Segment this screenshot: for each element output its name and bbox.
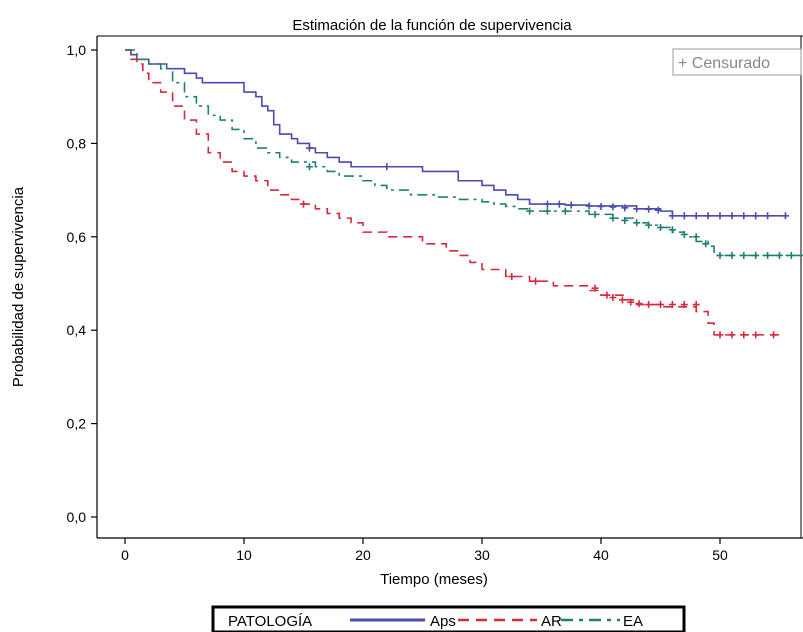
censor-mark-ea [657,223,664,231]
censor-mark-ar [680,301,688,309]
censor-mark-ea [752,251,760,259]
censor-mark-aps [543,200,551,208]
censor-mark-ar [618,296,626,304]
censor-legend-box [672,48,802,76]
censor-mark-ea [702,240,710,248]
x-tick-label: 50 [712,547,728,563]
censor-mark-ea [728,251,736,259]
x-axis-label: Tiempo (meses) [380,571,488,588]
censor-mark-aps [716,212,724,220]
censor-mark-aps [692,212,700,220]
censor-mark-aps [555,200,563,208]
censor-mark-ea [787,251,795,259]
y-tick-label: 0,4 [67,322,87,338]
censor-mark-ea [621,216,629,224]
censor-mark-ar [728,331,736,339]
censor-mark-aps [654,206,662,214]
legend-label-ea: EA [623,613,643,630]
censor-mark-ar [657,301,664,309]
censor-mark-aps [752,212,760,220]
legend-label-aps: Aps [430,613,456,630]
censor-mark-ea [645,221,653,229]
censor-mark-aps [704,212,712,220]
censor-mark-ar [635,300,643,308]
censor-mark-ar [740,331,748,339]
censor-mark-ea [680,230,688,238]
x-tick-label: 40 [593,547,609,563]
y-axis-ticks: 0,0 0,2 0,4 0,6 0,8 1,0 [67,42,97,525]
censor-mark-ar [603,291,611,299]
censor-mark-ea [561,207,569,215]
censor-mark-aps [668,212,676,220]
censor-mark-aps [781,212,789,220]
censor-mark-ea [633,219,641,227]
y-tick-label: 1,0 [67,42,87,58]
censor-mark-ea [668,226,676,234]
legend-label-ar: AR [541,613,562,630]
y-axis-label: Probabilidad de supervivencia [10,186,27,387]
censor-legend-label: + Censurado [678,55,770,72]
censor-legend: + Censurado [672,48,802,76]
x-tick-label: 20 [355,547,371,563]
legend-items: Aps AR EA [350,613,643,630]
censor-mark-ar [668,301,676,309]
x-tick-label: 10 [236,547,252,563]
censor-mark-ar [627,298,635,306]
legend: PATOLOGÍA Aps AR EA [211,605,686,632]
censor-mark-aps [728,212,736,220]
censor-mark-aps [740,212,748,220]
series-ea [125,49,803,259]
censor-mark-aps [383,163,391,171]
censor-mark-ea [526,207,534,215]
censor-mark-ar [300,200,307,208]
y-tick-label: 0,0 [67,509,87,525]
x-axis-ticks: 0 10 20 30 40 50 [121,538,728,563]
censor-mark-aps [585,202,593,210]
censor-mark-aps [633,205,641,213]
censor-mark-aps [567,201,575,209]
legend-box [211,605,686,632]
censor-mark-ar [508,272,516,280]
series-line-ea [125,49,803,257]
censor-mark-aps [597,202,605,210]
censor-mark-ea [609,214,617,222]
series-aps [125,49,789,220]
censor-mark-ar [692,301,700,309]
x-tick-label: 0 [121,547,129,563]
censor-mark-ar [645,301,653,309]
censor-mark-aps [305,144,313,152]
chart-title: Estimación de la función de supervivenci… [292,17,572,34]
censor-mark-ea [591,210,599,218]
censor-mark-ea [740,251,748,259]
censor-mark-aps [621,204,629,212]
censor-mark-ar [716,331,724,339]
censor-mark-aps [609,203,617,211]
series-ar [125,49,780,339]
censor-mark-ar [770,331,778,339]
censor-mark-aps [645,205,653,213]
censor-mark-ar [591,284,599,292]
censor-mark-ar [532,277,540,285]
censor-mark-aps [680,212,688,220]
censor-mark-ea [543,207,551,215]
y-tick-label: 0,2 [67,416,87,432]
censor-mark-ar [752,331,760,339]
censor-mark-ar [609,294,617,302]
censor-mark-ea [716,251,724,259]
censor-mark-ea [776,251,783,259]
censor-mark-ea [764,251,772,259]
y-tick-label: 0,8 [67,135,87,151]
series-line-ar [125,49,780,336]
x-tick-label: 30 [474,547,490,563]
y-tick-label: 0,6 [67,229,87,245]
series-layer [125,49,803,339]
censor-mark-aps [764,212,772,220]
legend-title: PATOLOGÍA [228,613,312,630]
censor-mark-ea [692,233,700,241]
censor-mark-ea [305,163,313,171]
